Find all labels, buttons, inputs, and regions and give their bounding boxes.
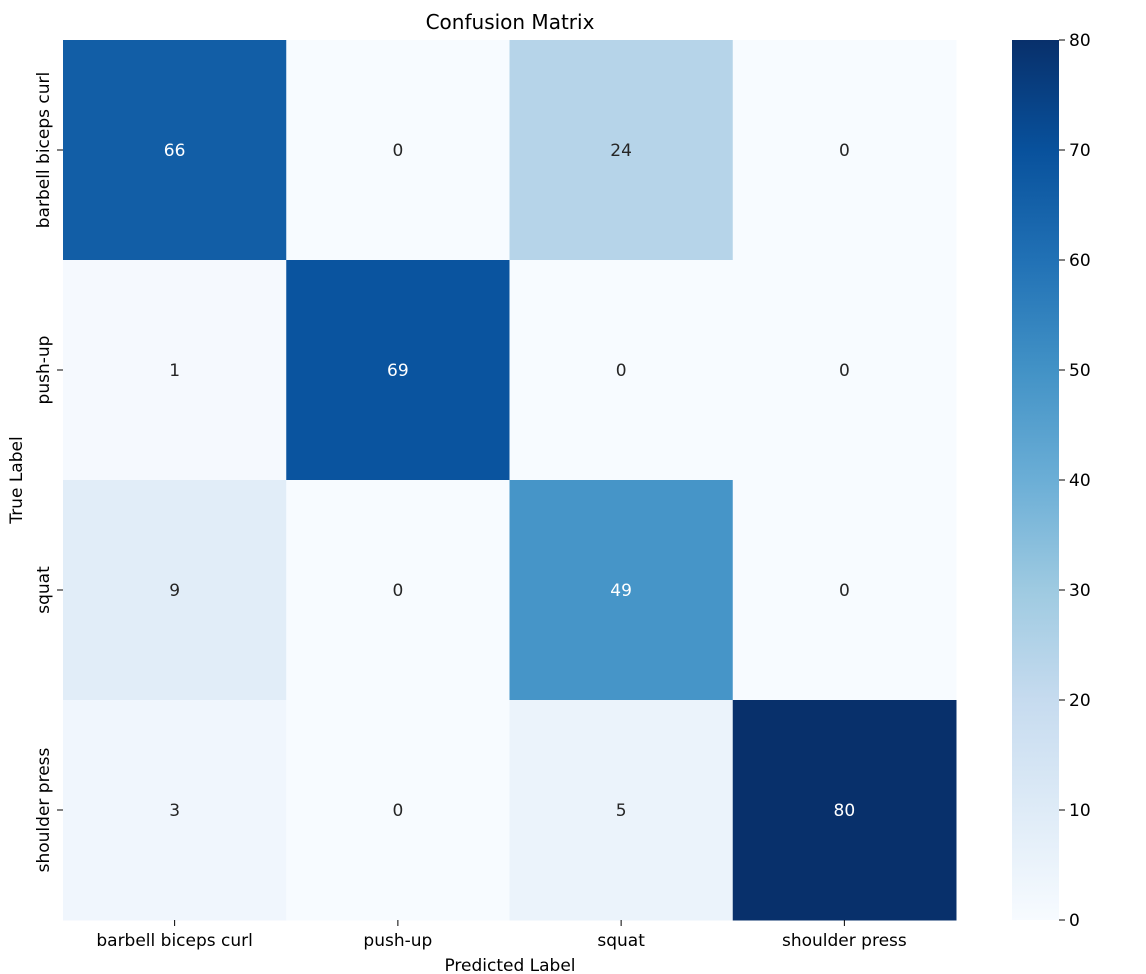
cell-value-label: 0 [616, 361, 627, 381]
x-axis-ticks: barbell biceps curl push-up squat shoulder … [96, 920, 907, 951]
heatmap-cell [63, 260, 287, 481]
colorbar-tick-label: 60 [1069, 251, 1091, 271]
y-axis-ticks: barbell biceps curl push-up squat shoulder … [34, 72, 63, 872]
heatmap-cell [286, 480, 510, 701]
heatmap-cell [732, 40, 957, 261]
y-tick-label: squat [34, 566, 54, 614]
colorbar-tick-label: 50 [1069, 361, 1091, 381]
x-tick-label: shoulder press [782, 931, 907, 951]
cell-value-label: 0 [392, 141, 403, 161]
cell-value-label: 0 [839, 141, 850, 161]
heatmap-cell-labels: 66 0 24 0 1 69 0 0 9 0 49 0 3 0 5 80 [164, 141, 855, 821]
chart-title: Confusion Matrix [426, 10, 595, 34]
cell-value-label: 49 [610, 581, 632, 601]
x-tick-label: barbell biceps curl [96, 931, 253, 951]
heatmap-cell [509, 700, 734, 921]
x-tick-label: push-up [363, 931, 432, 951]
heatmap-cell [286, 260, 510, 481]
colorbar-tick-label: 30 [1069, 581, 1091, 601]
heatmap-cell [509, 40, 734, 261]
colorbar-tick-label: 40 [1069, 471, 1091, 491]
heatmap-cell [732, 480, 957, 701]
colorbar-tick-label: 10 [1069, 801, 1091, 821]
colorbar [1012, 40, 1059, 920]
x-axis-label: Predicted Label [444, 956, 575, 974]
cell-value-label: 5 [616, 801, 627, 821]
heatmap-cell [509, 480, 734, 701]
cell-value-label: 80 [834, 801, 856, 821]
cell-value-label: 0 [839, 581, 850, 601]
heatmap-cell [732, 260, 957, 481]
y-tick-label: push-up [34, 336, 54, 405]
heatmap-cell [286, 40, 510, 261]
heatmap-cell [63, 40, 287, 261]
heatmap-cell [286, 700, 510, 921]
heatmap-cells [63, 40, 957, 921]
colorbar-tick-label: 20 [1069, 691, 1091, 711]
cell-value-label: 66 [164, 141, 186, 161]
heatmap-cell [63, 700, 287, 921]
heatmap-cell [63, 480, 287, 701]
x-tick-label: squat [597, 931, 645, 951]
cell-value-label: 69 [387, 361, 409, 381]
cell-value-label: 3 [169, 801, 180, 821]
cell-value-label: 1 [169, 361, 180, 381]
y-axis-label: True Label [7, 436, 27, 524]
y-tick-label: barbell biceps curl [34, 72, 54, 229]
heatmap-cell [509, 260, 734, 481]
colorbar-tick-label: 0 [1069, 911, 1080, 931]
cell-value-label: 0 [392, 801, 403, 821]
cell-value-label: 0 [392, 581, 403, 601]
cell-value-label: 24 [610, 141, 632, 161]
heatmap-cell [732, 700, 957, 921]
colorbar-tick-label: 80 [1069, 31, 1091, 51]
cell-value-label: 0 [839, 361, 850, 381]
colorbar-ticks: 0 10 20 30 40 50 60 70 80 [1059, 31, 1091, 931]
y-tick-label: shoulder press [34, 747, 54, 872]
colorbar-tick-label: 70 [1069, 141, 1091, 161]
cell-value-label: 9 [169, 581, 180, 601]
